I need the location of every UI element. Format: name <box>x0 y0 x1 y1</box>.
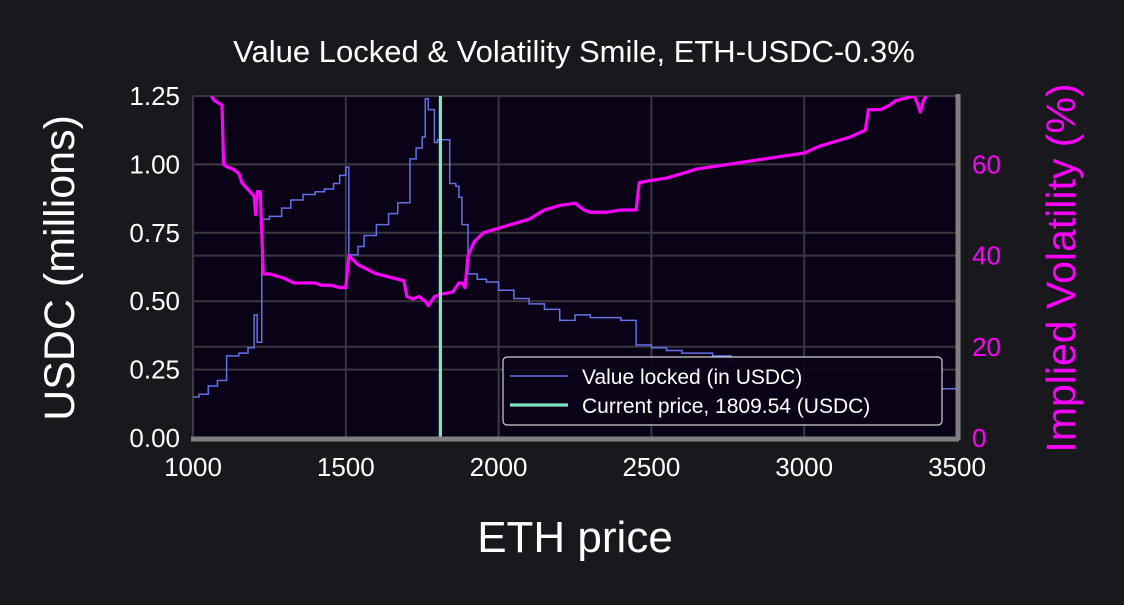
y-axis-label: USDC (millions) <box>36 115 84 421</box>
x-tick-label: 2500 <box>622 452 680 482</box>
x-tick-label: 1000 <box>164 452 222 482</box>
legend-box <box>502 356 943 426</box>
legend: Value locked (in USDC) Current price, 180… <box>502 356 943 426</box>
y2-axis-label: Implied Volatility (%) <box>1038 83 1084 452</box>
y-tick-label: 1.25 <box>129 81 180 111</box>
y2-tick-label: 40 <box>972 241 1001 271</box>
tick-labels: 1000 1500 2000 2500 3000 3500 0.00 0.25 0.50 0.75… <box>129 81 1001 482</box>
x-tick-label: 2000 <box>470 452 528 482</box>
legend-label-current-price: Current price, 1809.54 (USDC) <box>582 395 870 418</box>
y-tick-label: 0.50 <box>129 286 180 316</box>
y-tick-label: 1.00 <box>129 149 180 179</box>
series-group <box>193 96 957 438</box>
plot-layer: 1000 1500 2000 2500 3000 3500 0.00 0.25 0.50 0.75… <box>129 81 1001 482</box>
x-tick-label: 3500 <box>928 452 986 482</box>
y-tick-label: 0.25 <box>129 355 180 385</box>
x-tick-label: 3000 <box>775 452 833 482</box>
y2-tick-label: 0 <box>972 423 986 453</box>
x-axis-label: ETH price <box>477 513 673 562</box>
y2-tick-label: 20 <box>972 332 1001 362</box>
y-tick-label: 0.00 <box>129 423 180 453</box>
chart-title: Value Locked & Volatility Smile, ETH-USD… <box>233 34 915 69</box>
implied-volatility-line <box>210 96 928 308</box>
y2-tick-label: 60 <box>972 149 1001 179</box>
y-tick-label: 0.75 <box>129 218 180 248</box>
x-tick-label: 1500 <box>317 452 375 482</box>
legend-label-value-locked: Value locked (in USDC) <box>582 366 802 389</box>
grid <box>192 95 958 439</box>
